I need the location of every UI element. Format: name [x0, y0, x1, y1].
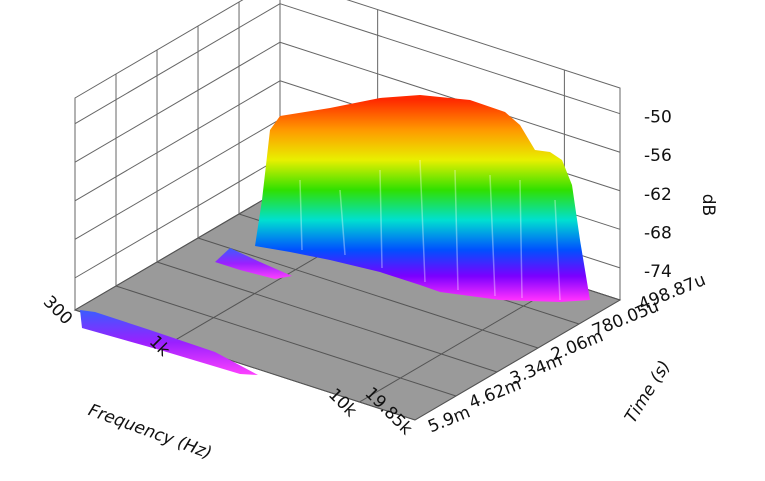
grid-line	[74, 80, 281, 202]
grid-line	[74, 41, 281, 163]
surface	[80, 95, 590, 375]
grid-line	[279, 3, 621, 115]
floor-grid-line	[414, 299, 621, 421]
z-tick-label: -50	[644, 108, 672, 128]
z-tick-label: -56	[644, 146, 672, 166]
z-axis-title: dB	[698, 194, 718, 216]
grid-line	[74, 3, 281, 125]
grid-line	[74, 118, 281, 240]
floor-grid-line	[156, 261, 498, 373]
floor-grid-line	[74, 189, 281, 311]
grid-line	[279, 41, 621, 153]
z-tick-label: -68	[644, 223, 672, 243]
surface-low-mid	[215, 248, 292, 279]
surface-main	[255, 95, 590, 302]
surface-streaks	[299, 159, 561, 301]
y-axis-title: Time (s)	[621, 357, 675, 427]
floor-grid-line	[359, 281, 565, 403]
floor-grid-line	[115, 285, 457, 397]
z-tick-label: -74	[644, 262, 672, 282]
x-axis-title: Frequency (Hz)	[86, 400, 215, 463]
surface-low-left	[80, 310, 258, 375]
floor-grid-line	[197, 237, 539, 349]
z-tick-label: -62	[644, 185, 672, 205]
x-tick-label: 300	[39, 292, 76, 329]
grid-line	[74, 157, 281, 279]
